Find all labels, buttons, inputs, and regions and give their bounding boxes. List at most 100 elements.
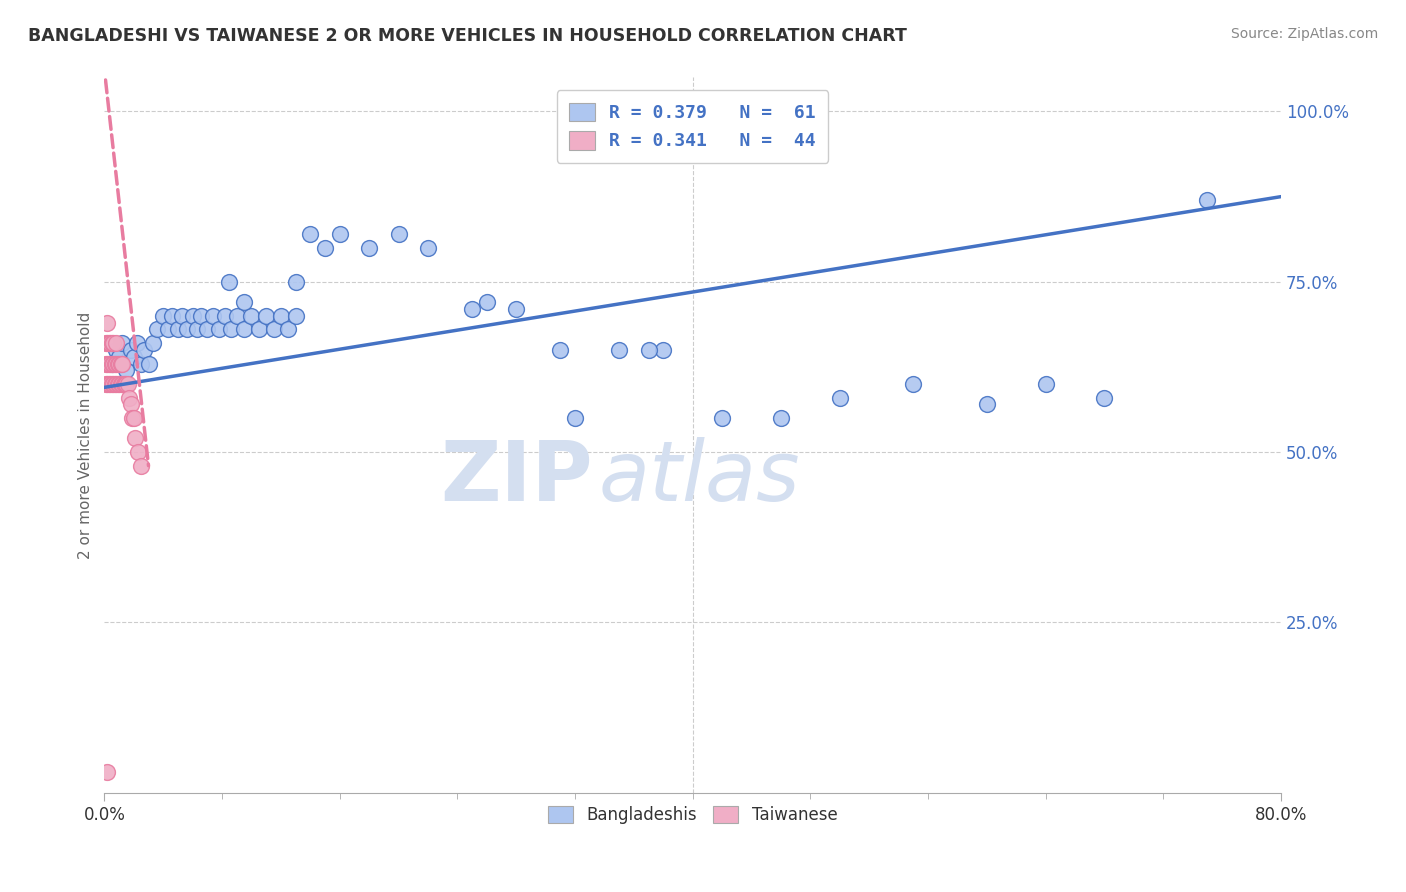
Point (1094, 391, 1116, 405)
Point (117, 376, 139, 391)
Point (505, 301, 527, 316)
Point (129, 357, 152, 371)
Point (156, 322, 179, 336)
Point (828, 391, 851, 405)
Point (96, 376, 118, 391)
Point (976, 397, 998, 411)
Point (94, 336, 117, 351)
Point (120, 397, 142, 411)
Point (416, 241, 439, 255)
Point (108, 357, 131, 371)
Text: atlas: atlas (599, 437, 800, 518)
Point (98, 357, 121, 371)
Point (652, 343, 675, 357)
Point (247, 322, 270, 336)
Legend: Bangladeshis, Taiwanese: Bangladeshis, Taiwanese (538, 797, 848, 834)
Point (115, 376, 138, 391)
Point (94, 357, 117, 371)
Point (711, 411, 734, 425)
Point (122, 350, 145, 364)
Point (107, 357, 129, 371)
Point (233, 322, 256, 336)
Point (110, 357, 132, 371)
Point (359, 241, 381, 255)
Point (152, 309, 174, 323)
Point (202, 309, 225, 323)
Point (142, 336, 165, 351)
Point (219, 322, 242, 336)
Point (103, 357, 125, 371)
Point (100, 376, 122, 391)
Point (240, 309, 263, 323)
Point (138, 357, 160, 371)
Point (100, 336, 122, 351)
Point (105, 357, 128, 371)
Point (105, 336, 128, 351)
Point (124, 432, 146, 446)
Point (118, 391, 141, 405)
Point (564, 411, 586, 425)
Point (172, 309, 194, 323)
Point (127, 445, 149, 459)
Point (115, 363, 138, 377)
Point (129, 458, 152, 473)
Point (160, 309, 183, 323)
Point (1035, 376, 1057, 391)
Point (104, 376, 127, 391)
Point (111, 336, 134, 351)
Point (277, 322, 299, 336)
Point (122, 411, 145, 425)
Point (103, 336, 125, 351)
Text: BANGLADESHI VS TAIWANESE 2 OR MORE VEHICLES IN HOUSEHOLD CORRELATION CHART: BANGLADESHI VS TAIWANESE 2 OR MORE VEHIC… (28, 27, 907, 45)
Point (903, 376, 925, 391)
Point (111, 376, 134, 391)
Point (125, 336, 148, 351)
Point (103, 376, 125, 391)
Point (108, 350, 131, 364)
Point (270, 309, 292, 323)
Point (98, 336, 121, 351)
Point (97, 376, 120, 391)
Point (1197, 193, 1219, 207)
Point (461, 301, 484, 316)
Text: ZIP: ZIP (440, 437, 593, 518)
Point (263, 322, 285, 336)
Point (176, 322, 198, 336)
Point (329, 227, 352, 241)
Point (114, 376, 136, 391)
Point (637, 343, 659, 357)
Point (100, 357, 122, 371)
Point (314, 241, 336, 255)
Point (96, 357, 118, 371)
Point (120, 343, 142, 357)
Point (111, 357, 134, 371)
Point (190, 309, 212, 323)
Point (110, 376, 132, 391)
Point (96, 336, 118, 351)
Point (550, 343, 572, 357)
Point (104, 357, 127, 371)
Point (387, 227, 409, 241)
Point (181, 309, 204, 323)
Point (132, 343, 155, 357)
Point (105, 376, 128, 391)
Point (121, 411, 143, 425)
Point (225, 309, 247, 323)
Point (299, 227, 322, 241)
Point (146, 322, 169, 336)
Point (233, 295, 256, 310)
Point (98, 376, 121, 391)
Point (108, 376, 131, 391)
Point (105, 343, 128, 357)
Point (107, 376, 129, 391)
Point (284, 275, 307, 289)
Y-axis label: 2 or more Vehicles in Household: 2 or more Vehicles in Household (79, 311, 93, 558)
Text: Source: ZipAtlas.com: Source: ZipAtlas.com (1230, 27, 1378, 41)
Point (97, 357, 120, 371)
Point (208, 322, 231, 336)
Point (94, 376, 117, 391)
Point (607, 343, 630, 357)
Point (769, 411, 792, 425)
Point (100, 357, 122, 371)
Point (218, 275, 240, 289)
